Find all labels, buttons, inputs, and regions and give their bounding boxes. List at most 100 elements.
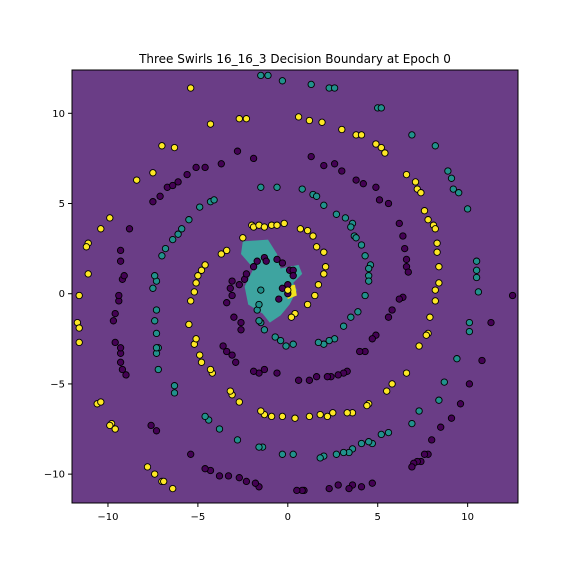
data-point-purple — [228, 291, 236, 300]
data-point-yellow — [287, 313, 296, 321]
data-point-teal — [339, 322, 348, 330]
data-point-yellow — [273, 221, 281, 229]
data-point-purple — [262, 257, 270, 265]
data-point-purple — [465, 380, 474, 388]
data-point-purple — [237, 326, 245, 334]
data-point-teal — [377, 104, 385, 112]
data-point-yellow — [187, 84, 195, 92]
data-point-yellow — [433, 239, 441, 247]
data-point-teal — [289, 450, 297, 458]
x-tick-label: 0 — [285, 512, 291, 523]
chart-title: Three Swirls 16_16_3 Decision Boundary a… — [138, 52, 451, 66]
data-point-yellow — [305, 116, 314, 125]
data-point-purple — [420, 450, 429, 458]
data-point-purple — [226, 284, 234, 292]
data-point-teal — [408, 419, 416, 428]
data-point-purple — [357, 483, 366, 491]
data-point-teal — [361, 291, 369, 300]
data-point-purple — [352, 176, 360, 184]
scatter-points — [73, 71, 517, 495]
data-point-purple — [395, 219, 403, 228]
data-point-purple — [115, 291, 123, 300]
data-point-purple — [169, 181, 177, 190]
data-point-teal — [365, 438, 373, 446]
data-point-teal — [201, 412, 209, 421]
data-point-purple — [305, 376, 314, 384]
data-point-yellow — [402, 369, 411, 377]
data-point-teal — [282, 342, 290, 350]
data-point-yellow — [415, 342, 423, 350]
data-point-purple — [478, 356, 486, 365]
data-point-purple — [330, 160, 339, 168]
data-point-yellow — [311, 291, 319, 300]
data-point-teal — [453, 355, 461, 363]
data-point-purple — [437, 423, 445, 431]
data-point-purple — [307, 152, 315, 161]
series-purple — [109, 147, 517, 495]
data-point-teal — [332, 210, 341, 218]
data-point-teal — [255, 317, 263, 325]
data-point-teal — [314, 338, 323, 347]
data-point-teal — [339, 448, 348, 457]
data-point-yellow — [97, 225, 105, 233]
data-point-teal — [472, 266, 481, 274]
data-point-purple — [149, 198, 157, 206]
data-point-yellow — [296, 225, 305, 233]
data-point-purple — [253, 257, 261, 265]
data-point-yellow — [278, 412, 287, 421]
data-point-yellow — [411, 178, 420, 186]
data-point-purple — [111, 309, 119, 318]
data-point-yellow — [217, 250, 225, 258]
y-tick-label: 10 — [52, 109, 65, 120]
data-point-teal — [455, 189, 463, 197]
data-point-teal — [233, 436, 242, 444]
data-point-purple — [232, 358, 240, 366]
data-point-purple — [447, 414, 456, 422]
data-point-purple — [356, 347, 364, 356]
data-point-teal — [444, 167, 452, 175]
data-point-purple — [116, 344, 125, 352]
data-point-yellow — [170, 143, 179, 152]
data-point-purple — [242, 477, 251, 486]
y-tick-label: −10 — [44, 470, 65, 481]
data-point-yellow — [291, 414, 299, 422]
data-point-purple — [508, 291, 517, 300]
x-tick-label: −5 — [191, 512, 206, 523]
data-point-purple — [334, 481, 342, 489]
data-point-yellow — [235, 398, 243, 406]
data-point-teal — [169, 235, 177, 244]
data-point-purple — [219, 342, 227, 350]
y-tick-label: −5 — [50, 379, 65, 390]
data-point-yellow — [187, 297, 195, 305]
data-point-yellow — [417, 189, 425, 197]
data-point-yellow — [383, 387, 391, 395]
data-point-yellow — [201, 261, 209, 269]
data-point-purple — [224, 472, 233, 480]
data-point-purple — [399, 232, 407, 240]
data-point-teal — [151, 272, 159, 280]
data-point-teal — [465, 318, 474, 327]
data-point-teal — [447, 174, 456, 182]
data-point-teal — [255, 443, 263, 451]
x-tick-label: 5 — [375, 512, 381, 523]
data-point-teal — [210, 196, 218, 204]
data-point-yellow — [97, 398, 105, 406]
x-tick-label: 10 — [461, 512, 474, 523]
data-point-yellow — [185, 320, 193, 329]
data-point-purple — [487, 318, 495, 327]
data-point-yellow — [192, 335, 200, 343]
data-point-purple — [120, 272, 128, 280]
data-point-yellow — [267, 412, 276, 421]
data-point-yellow — [377, 143, 385, 152]
data-point-yellow — [75, 338, 83, 347]
data-point-purple — [228, 351, 236, 359]
data-point-purple — [273, 255, 281, 264]
data-point-yellow — [431, 286, 439, 294]
data-point-purple — [260, 365, 269, 374]
data-point-teal — [158, 252, 166, 260]
data-point-yellow — [242, 115, 251, 123]
data-point-teal — [341, 214, 350, 222]
data-point-teal — [151, 317, 159, 325]
data-point-purple — [384, 313, 393, 321]
data-point-purple — [174, 178, 182, 186]
